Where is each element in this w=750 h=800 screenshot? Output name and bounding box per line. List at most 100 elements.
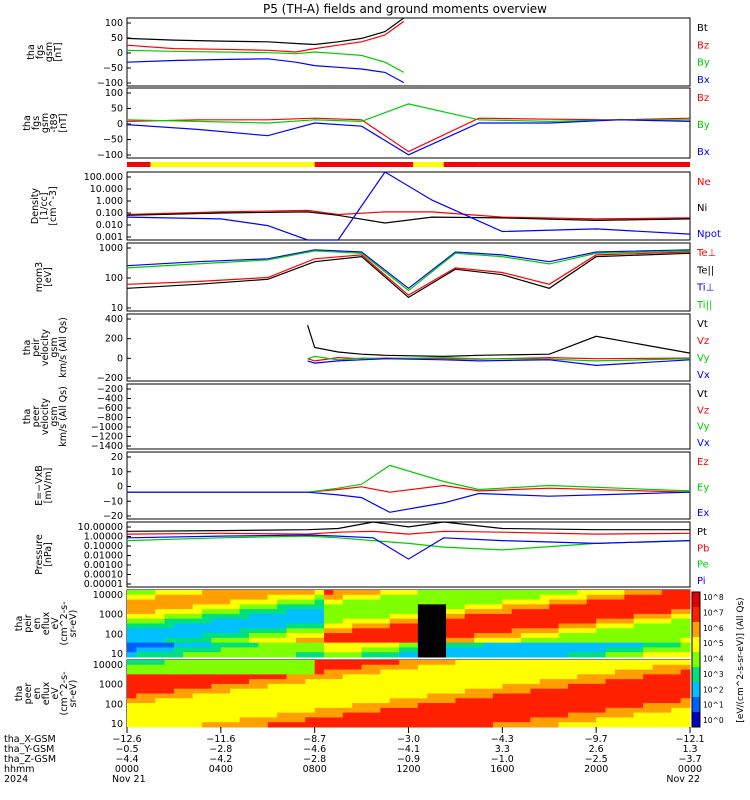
panel-ylabel: eflux: [41, 611, 52, 635]
heatmap-cell: [239, 637, 250, 644]
heatmap-cell: [549, 693, 560, 699]
heatmap-cell: [680, 679, 691, 685]
heatmap-cell: [183, 683, 194, 690]
mode-bar-segment: [127, 162, 315, 167]
heatmap-cell: [624, 669, 635, 675]
heatmap-cell: [370, 652, 381, 658]
heatmap-cell: [230, 594, 241, 601]
heatmap-cell: [455, 652, 466, 658]
heatmap-cell: [643, 707, 653, 714]
heatmap-cell: [661, 642, 672, 648]
heatmap-cell: [286, 652, 297, 658]
heatmap-cell: [558, 604, 569, 610]
heatmap-cell: [202, 703, 212, 709]
heatmap-cell: [530, 674, 541, 680]
heatmap-cell: [596, 703, 607, 709]
y-tick-label: 100: [105, 88, 123, 99]
heatmap-cell: [671, 642, 682, 648]
heatmap-cell: [558, 609, 569, 615]
heatmap-cell: [614, 647, 625, 653]
heatmap-cell: [568, 664, 578, 671]
heatmap-cell: [314, 703, 325, 709]
heatmap-cell: [464, 688, 475, 694]
heatmap-cell: [314, 712, 325, 718]
heatmap-cell: [464, 652, 475, 658]
heatmap-cell: [314, 698, 325, 704]
y-tick-label: 0: [117, 48, 123, 59]
heatmap-cell: [295, 647, 306, 653]
heatmap-cell: [483, 722, 494, 728]
heatmap-cell: [202, 688, 212, 694]
heatmap-cell: [127, 647, 137, 653]
heatmap-cell: [427, 613, 438, 620]
heatmap-cell: [586, 698, 597, 704]
heatmap-cell: [671, 660, 682, 666]
heatmap-cell: [220, 688, 231, 694]
heatmap-cell: [436, 660, 447, 666]
heatmap-cell: [643, 594, 653, 601]
heatmap-cell: [417, 660, 428, 666]
heatmap-cell: [286, 618, 297, 624]
heatmap-cell: [342, 623, 353, 629]
heatmap-cell: [568, 590, 578, 596]
heatmap-cell: [464, 590, 475, 596]
heatmap-cell: [286, 688, 297, 694]
panel-ylabel: [eV]: [43, 267, 54, 287]
heatmap-cell: [577, 609, 588, 615]
heatmap-cell: [521, 660, 531, 666]
heatmap-cell: [305, 647, 316, 653]
heatmap-cell: [661, 647, 672, 653]
heatmap-cell: [380, 623, 391, 629]
heatmap-cell: [530, 660, 541, 666]
heatmap-cell: [370, 604, 381, 610]
heatmap-cell: [680, 613, 691, 620]
heatmap-cell: [399, 693, 409, 699]
heatmap-cell: [173, 698, 184, 704]
heatmap-cell: [539, 623, 550, 629]
heatmap-cell: [539, 609, 550, 615]
heatmap-cell: [239, 693, 250, 699]
heatmap-cell: [530, 637, 541, 644]
heatmap-cell: [643, 669, 653, 675]
x-tick-label: −11.6: [206, 734, 235, 745]
heatmap-cell: [211, 679, 222, 685]
heatmap-cell: [202, 628, 212, 634]
heatmap-cell: [342, 609, 353, 615]
heatmap-cell: [549, 594, 560, 601]
heatmap-cell: [680, 647, 691, 653]
colorbar-step: [692, 622, 700, 638]
legend-Vx: Vx: [697, 438, 710, 449]
heatmap-cell: [380, 652, 391, 658]
heatmap-cell: [352, 637, 363, 644]
heatmap-cell: [455, 660, 466, 666]
heatmap-cell: [305, 722, 316, 728]
heatmap-cell: [399, 590, 409, 596]
heatmap-cell: [568, 679, 578, 685]
colorbar: 10^810^710^610^510^410^310^210^110^0 [eV/…: [691, 591, 746, 728]
heatmap-cell: [530, 633, 541, 639]
heatmap-cell: [389, 664, 400, 671]
heatmap-cell: [211, 674, 222, 680]
heatmap-cell: [577, 599, 588, 605]
heatmap-cell: [305, 609, 316, 615]
heatmap-cell: [624, 712, 635, 718]
heatmap-cell: [502, 679, 513, 685]
heatmap-cell: [446, 660, 456, 666]
heatmap-cell: [511, 652, 522, 658]
heatmap-cell: [549, 660, 560, 666]
heatmap-cell: [220, 642, 231, 648]
heatmap-cell: [596, 599, 607, 605]
heatmap-cell: [183, 712, 194, 718]
heatmap-cell: [295, 664, 306, 671]
heatmap-cell: [314, 618, 325, 624]
heatmap-cell: [427, 647, 438, 653]
heatmap-cell: [389, 707, 400, 714]
heatmap-cell: [596, 652, 607, 658]
heatmap-cell: [380, 664, 391, 671]
heatmap-cell: [220, 590, 231, 596]
mode-bar: [127, 162, 690, 167]
heatmap-cell: [389, 703, 400, 709]
heatmap-cell: [155, 698, 166, 704]
heatmap-cell: [483, 652, 494, 658]
